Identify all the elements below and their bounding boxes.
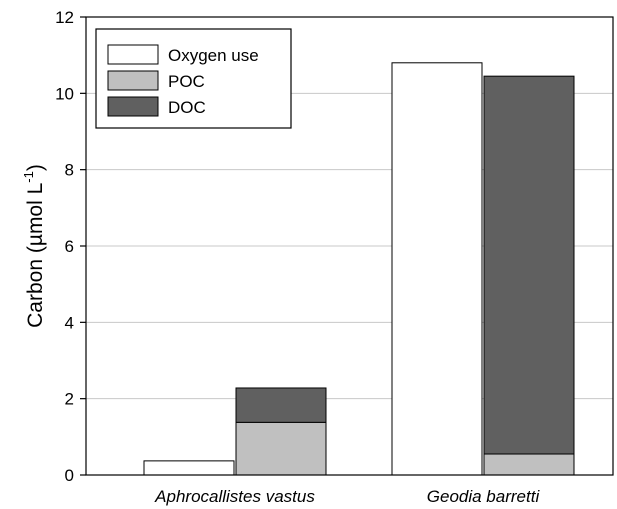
legend: Oxygen use POC DOC [95,28,292,129]
legend-label-1: POC [168,72,205,91]
bar-oxygen-use-1 [391,62,483,476]
bar-poc-0 [235,421,327,476]
y-tick-label-4: 4 [65,313,74,332]
y-ticks: 0 2 4 6 8 10 12 [55,8,86,485]
y-tick-label-2: 2 [65,390,74,409]
y-tick-label-8: 8 [65,161,74,180]
x-category-labels: Aphrocallistes vastus Geodia barretti [154,487,540,506]
legend-swatch-2 [107,96,159,117]
legend-label-2: DOC [168,98,206,117]
y-axis-title-close: ) [24,164,47,171]
legend-swatch-1 [107,70,159,91]
bar-doc-0 [235,387,327,423]
y-axis-title-main: Carbon (µmol L [24,183,47,328]
bars [143,62,575,476]
bar-doc-1 [483,75,575,455]
y-tick-label-6: 6 [65,237,74,256]
bar-oxygen-use-0 [143,460,235,476]
y-tick-label-10: 10 [55,84,74,103]
y-axis-title: Carbon (µmol L-1) [21,164,47,328]
y-tick-label-0: 0 [65,466,74,485]
y-axis-title-superscript: -1 [21,171,36,183]
y-tick-label-12: 12 [55,8,74,27]
x-category-label-1: Geodia barretti [427,487,541,506]
x-category-label-0: Aphrocallistes vastus [154,487,315,506]
legend-swatch-0 [107,44,159,65]
bar-poc-1 [483,453,575,476]
legend-label-0: Oxygen use [168,46,259,65]
